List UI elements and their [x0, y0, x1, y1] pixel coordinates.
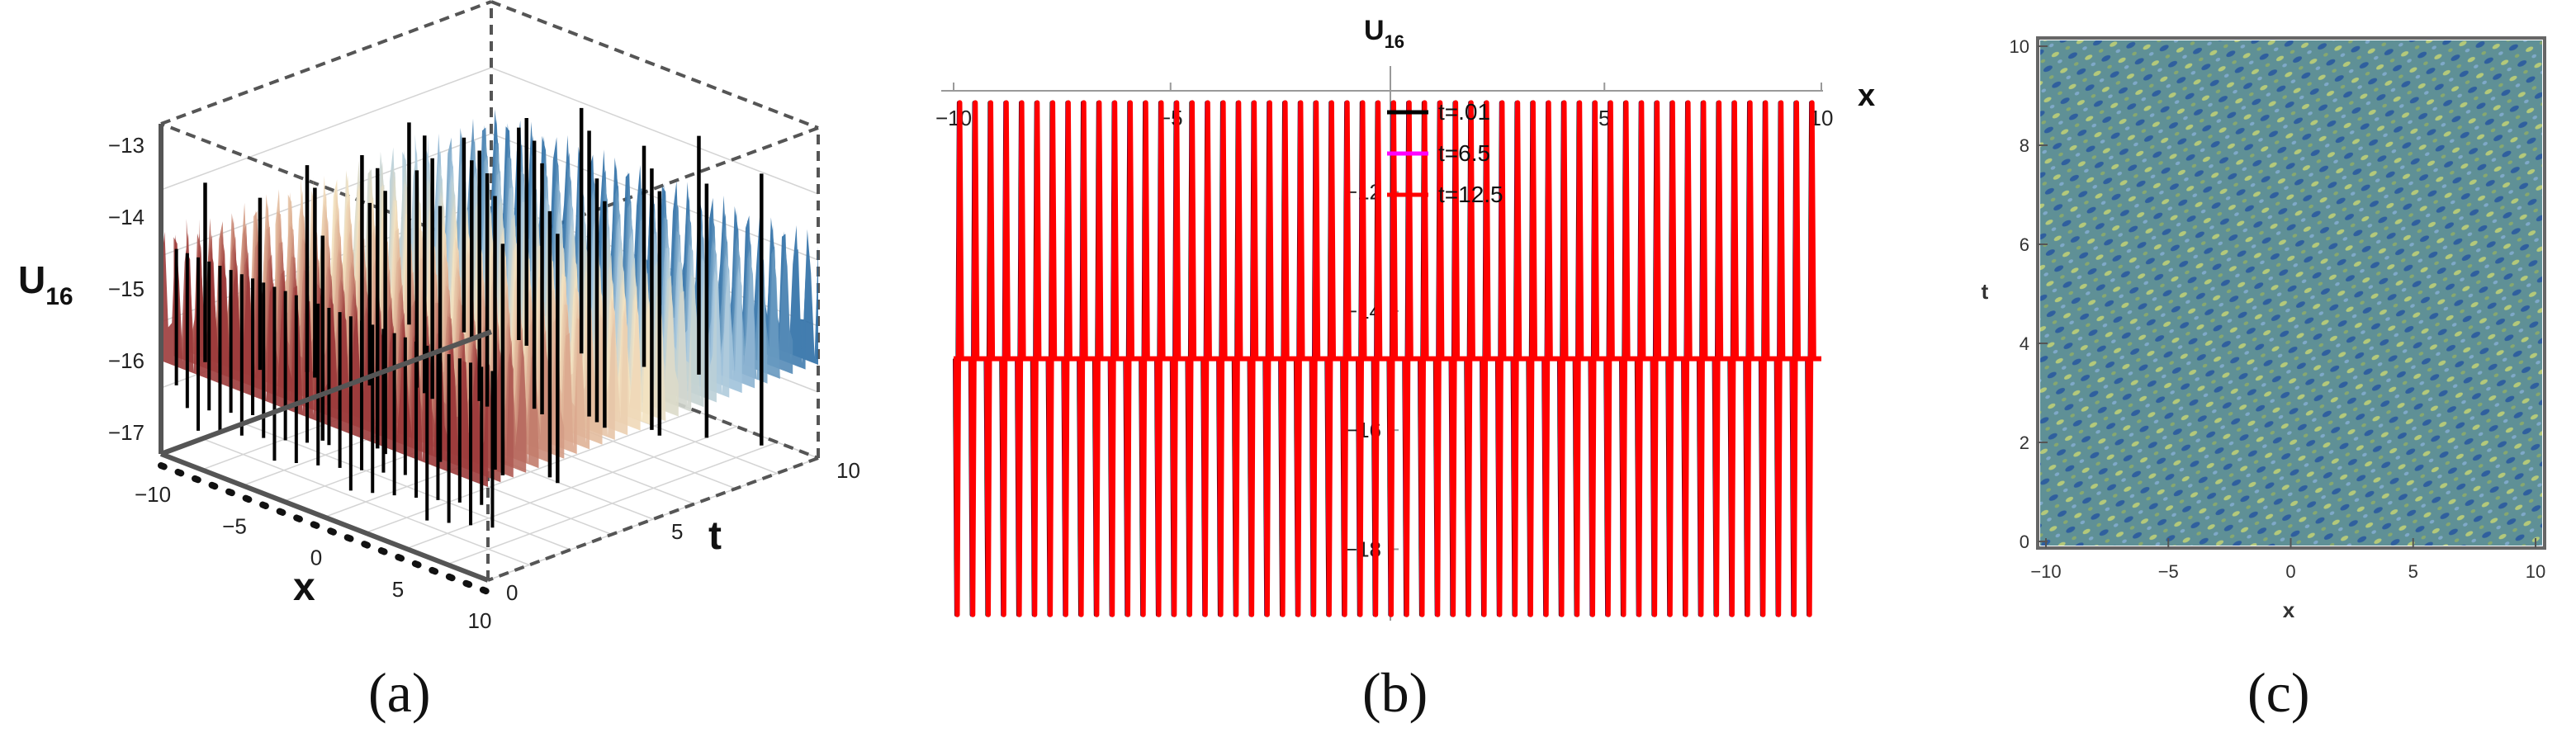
x-tick-label: 10: [468, 608, 492, 633]
floor-grid-line: [447, 442, 778, 565]
svg-text:t=12.5: t=12.5: [1438, 182, 1503, 207]
wall-grid-line: [160, 67, 492, 191]
y-tick-label: 8: [2020, 135, 2029, 156]
z-tick-label: −15: [108, 276, 144, 301]
y-tick-label: 2: [2020, 432, 2029, 453]
t-tick-label: 10: [836, 458, 860, 483]
panel-c-x-ticks: −10 −5 0 5 10: [2030, 538, 2545, 582]
panel-c-heatmap: −10 −5 0 5 10 0 2 4 6 8 10 x t (c): [1982, 36, 2546, 724]
x-tick-label: 5: [2408, 561, 2418, 582]
t-tick-label: 0: [506, 580, 518, 605]
svg-text:t=.01: t=.01: [1438, 99, 1490, 125]
panel-a-caption: (a): [368, 661, 430, 724]
panel-b-title: U16: [1364, 15, 1404, 52]
panel-a-z-ticks: −13 −14 −15 −16 −17: [108, 133, 144, 445]
panel-c-y-ticks: 0 2 4 6 8 10: [2010, 36, 2048, 552]
x-tick-label: −5: [222, 513, 247, 538]
panel-a-t-axis-label: t: [708, 514, 722, 558]
x-tick-label: 0: [2285, 561, 2295, 582]
x-tick-label: −5: [2158, 561, 2179, 582]
box-edge-ticks: [158, 462, 491, 595]
box-edge: [159, 451, 490, 583]
box-edge: [490, 0, 819, 130]
x-tick-label: 0: [310, 546, 322, 570]
panel-c-caption: (c): [2247, 661, 2309, 724]
x-tick-label: −10: [135, 482, 171, 507]
wall-grid-line: [490, 67, 819, 195]
panel-a-t-ticks: 0 5 10: [506, 458, 860, 605]
y-tick-label: 6: [2020, 234, 2029, 255]
z-tick-label: −17: [108, 420, 144, 445]
panel-a-3d-surface: −13 −14 −15 −16 −17 −10 −5 0 5 10 0 5 10 U16 x t (…: [18, 0, 860, 724]
legend-item-t-12-5: t=12.5: [1387, 182, 1503, 207]
series-line-t125: [953, 100, 1821, 617]
z-tick-label: −14: [108, 205, 144, 229]
legend-item-t-01: t=.01: [1387, 99, 1490, 125]
x-tick-label: −10: [2030, 561, 2061, 582]
panel-b-legend: t=.01 t=6.5 t=12.5: [1387, 99, 1503, 207]
panel-b-line-chart: U16 −10 −5 5 10 −12−14−16−18 t=.01 t=6.5 t=…: [935, 15, 1875, 724]
panel-a-x-axis-label: x: [293, 565, 315, 609]
panel-a-spikes: [174, 107, 764, 528]
z-tick-label: −16: [108, 348, 144, 373]
svg-text:t=6.5: t=6.5: [1438, 140, 1490, 166]
y-tick-label: 0: [2020, 532, 2029, 552]
panel-a-z-axis-label: U16: [18, 258, 73, 310]
z-tick-label: −13: [108, 133, 144, 158]
box-edge: [160, 0, 492, 125]
box-edge: [487, 126, 819, 252]
y-tick-label: 4: [2020, 333, 2029, 354]
box-edge: [487, 456, 819, 582]
panel-c-x-axis-label: x: [2283, 598, 2295, 622]
x-tick-label: −10: [935, 106, 972, 130]
t-tick-label: 5: [671, 519, 683, 544]
box-edge: [159, 329, 493, 456]
x-tick-label: 5: [1598, 106, 1610, 130]
panel-a-front-box: [158, 124, 493, 595]
panel-a-x-ticks: −10 −5 0 5 10: [135, 482, 492, 633]
floor-grid-line: [365, 409, 696, 534]
legend-item-t-6-5: t=6.5: [1387, 140, 1490, 166]
panel-b-caption: (b): [1362, 661, 1428, 724]
panel-c-density-plot: [2040, 40, 2542, 546]
x-tick-label: 5: [392, 577, 404, 602]
panel-b-series-lines: [953, 100, 1821, 617]
x-tick-label: 10: [2526, 561, 2545, 582]
panel-b-x-axis-label: x: [1858, 78, 1875, 113]
panel-c-y-axis-label: t: [1982, 279, 1989, 304]
floor-grid-line: [405, 426, 737, 550]
y-tick-label: 10: [2010, 36, 2029, 57]
